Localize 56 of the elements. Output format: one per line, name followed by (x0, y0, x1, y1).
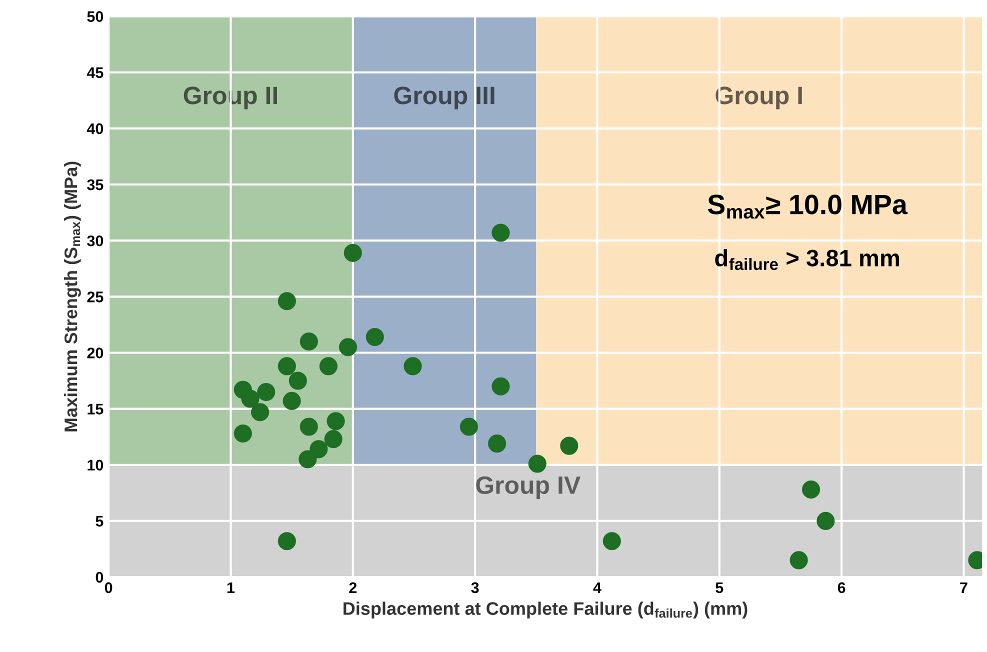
point (288, 372, 307, 390)
band-label: Group III (394, 86, 494, 110)
point (278, 532, 296, 550)
point (234, 424, 252, 443)
point (300, 332, 318, 351)
x-tick-label: 2 (349, 582, 357, 593)
point (310, 440, 328, 458)
point (298, 450, 317, 468)
band-label: Group IV (476, 476, 580, 499)
y-tick-label: 35 (87, 179, 104, 190)
y-tick-label: 15 (88, 404, 104, 414)
band-label: Group I (716, 86, 802, 110)
point (790, 551, 808, 570)
point (300, 418, 318, 436)
annotation: d$_{failure}$ > 3.81 mm (715, 249, 900, 270)
point (404, 357, 422, 376)
point (241, 390, 260, 408)
point (278, 357, 296, 376)
point (251, 403, 270, 422)
point (319, 357, 338, 376)
point (528, 454, 546, 473)
y-tick-label: 45 (86, 67, 104, 78)
annotation: S$_{max}$≥ 10.0 MPa (708, 194, 908, 219)
point (802, 480, 820, 499)
point (492, 377, 510, 396)
point (460, 418, 478, 436)
y-tick-label: 40 (86, 123, 104, 134)
point (324, 430, 342, 448)
y-tick-label: 10 (88, 460, 104, 471)
x-tick-label: 1 (227, 582, 235, 593)
point (560, 436, 578, 455)
point (344, 244, 362, 262)
point (338, 338, 358, 356)
point (326, 412, 345, 430)
x-tick-label: 0 (104, 582, 112, 594)
point (278, 292, 296, 310)
point (492, 224, 510, 242)
y-tick-label: 20 (87, 348, 104, 358)
y-tick-label: 25 (87, 292, 104, 302)
y-tick-label: 30 (87, 235, 104, 246)
y-tick-label: 0 (96, 572, 104, 583)
point (366, 328, 384, 346)
y-tick-label: 50 (87, 11, 104, 22)
y-tick-label: 5 (96, 516, 104, 527)
x-tick-label: 4 (593, 582, 602, 593)
y-axis-title: Maximum Strength (S$_{max}$) (MPa) (64, 162, 81, 432)
x-tick-label: 3 (471, 582, 479, 594)
point (816, 512, 835, 530)
x-axis-title: Displacement at Complete Failure (d$_{failure}$) (mm) (344, 602, 748, 619)
x-tick-label: 7 (960, 582, 968, 593)
x-tick-label: 5 (716, 582, 724, 594)
point (257, 382, 276, 402)
x-tick-label: 6 (838, 582, 846, 594)
point (488, 434, 506, 453)
point (282, 392, 301, 410)
point (602, 532, 621, 550)
